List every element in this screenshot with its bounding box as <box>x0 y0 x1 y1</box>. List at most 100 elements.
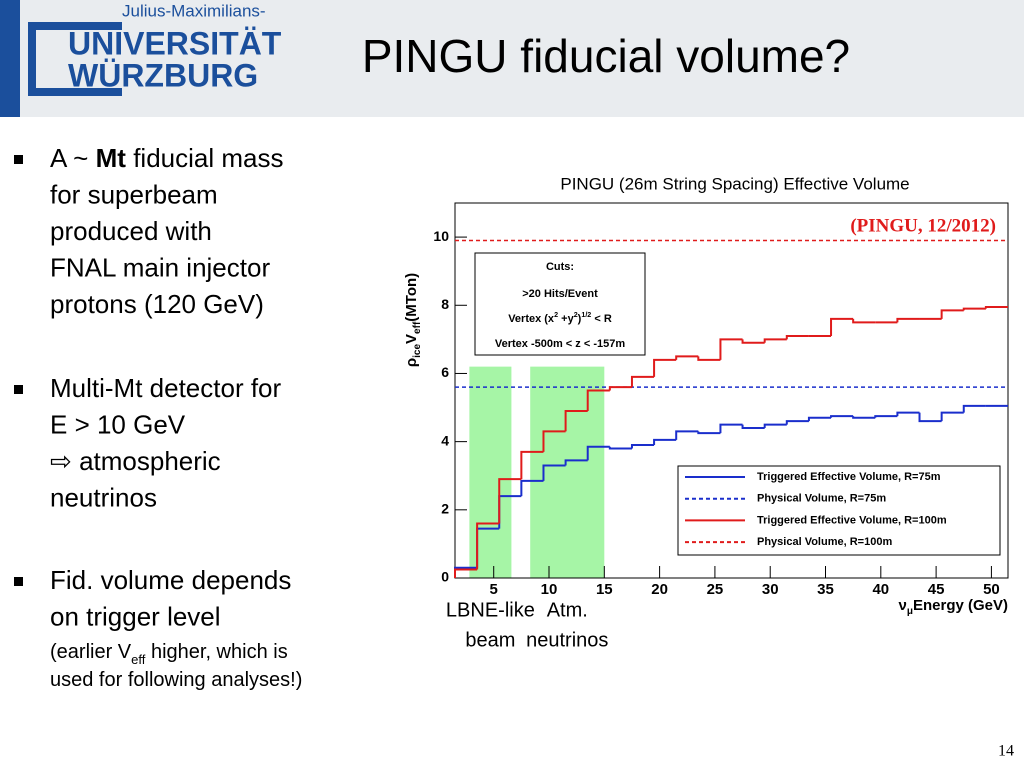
highlight-band <box>530 366 605 578</box>
text-line: Fid. volume depends <box>50 565 291 595</box>
text-run: ⇨ <box>50 446 72 476</box>
x-tick-label: 25 <box>707 581 724 598</box>
histogram-step <box>520 479 544 497</box>
superscript: 1/2 <box>581 311 591 319</box>
x-tick-label: 5 <box>490 581 498 598</box>
subscript: eff <box>412 321 423 334</box>
histogram-step <box>586 445 610 461</box>
histogram-step <box>962 404 986 413</box>
histogram-step <box>807 416 832 422</box>
histogram-step <box>630 444 655 449</box>
text-run: Vertex -500m < z < -157m <box>495 338 625 350</box>
text-run: produced with <box>50 216 212 246</box>
histogram-step <box>830 415 854 418</box>
text-run: ) <box>578 313 582 325</box>
y-axis-label: ρiceVeff(MTon) <box>403 273 423 367</box>
text-line: produced with <box>50 216 212 246</box>
x-tick-label: 40 <box>872 581 889 598</box>
histogram-step <box>874 415 898 418</box>
x-tick-label: 30 <box>762 581 779 598</box>
band-label: Atm. <box>547 599 588 621</box>
histogram-step <box>741 339 765 344</box>
histogram-step <box>564 409 588 432</box>
bullet-marker <box>14 155 23 164</box>
text-line: FNAL main injector <box>50 252 270 282</box>
text-run: E > 10 GeV <box>50 409 186 439</box>
text-run: < R <box>594 313 611 325</box>
text-line: E > 10 GeV <box>50 409 186 439</box>
histogram-step <box>962 307 986 311</box>
histogram-step <box>542 464 566 481</box>
x-tick-label: 15 <box>596 581 613 598</box>
text-run: atmospheric <box>79 446 221 476</box>
histogram-step <box>763 423 787 428</box>
histogram-step <box>852 416 876 419</box>
histogram-step <box>608 386 632 391</box>
histogram-step <box>719 423 743 434</box>
subscript: ice <box>412 344 423 358</box>
text-run: +y <box>561 313 574 325</box>
logo-bracket <box>28 22 122 96</box>
text-run: fiducial mass <box>133 143 283 173</box>
plot-frame <box>454 202 1009 579</box>
histogram-step <box>454 568 478 578</box>
slide-title: PINGU fiducial volume? <box>362 30 850 82</box>
annotation: (PINGU, 12/2012) <box>850 215 996 236</box>
text-run: on trigger level <box>50 601 221 631</box>
text-line: ⇨ atmospheric <box>50 446 221 476</box>
text-line: neutrinos <box>50 482 157 512</box>
text-run: A ~ <box>50 143 88 173</box>
y-tick-label: 2 <box>441 501 449 517</box>
superscript: 2 <box>574 311 578 319</box>
text-run: neutrinos <box>50 482 157 512</box>
histogram-step <box>741 424 765 429</box>
band-label: neutrinos <box>526 629 608 651</box>
x-tick-label: 45 <box>928 581 945 598</box>
histogram-step <box>675 430 699 440</box>
highlight-band <box>469 366 512 578</box>
histogram-step <box>697 431 721 435</box>
histogram-step <box>498 478 522 524</box>
chart: LBNE-like beam Atm. neutrinos PINGU (26m Str… <box>403 174 1009 651</box>
legend-label: Triggered Effective Volume, R=75m <box>757 471 941 483</box>
histogram-step <box>520 450 544 480</box>
text-line: >20 Hits/Event <box>522 288 598 300</box>
legend-label: Physical Volume, R=75m <box>757 493 886 505</box>
x-axis-label: νμEnergy (GeV) <box>899 597 1009 617</box>
histogram-step <box>675 355 699 360</box>
text-line: Vertex (x2 +y2)1/2 < R <box>508 311 612 325</box>
text-run: Vertex (x <box>508 313 555 325</box>
bullet-list: A ~ Mt fiducial mass for superbeam produced … <box>14 143 302 691</box>
y-tick-label: 0 <box>441 569 449 585</box>
histogram-step <box>653 358 677 377</box>
text-run: V <box>403 334 420 344</box>
bullet-marker <box>14 577 23 586</box>
text-line: used for following analyses!) <box>50 669 302 691</box>
text-run: used for following analyses!) <box>50 669 302 691</box>
histogram-step <box>785 420 809 425</box>
bullet-marker <box>14 385 23 394</box>
text-line: on trigger level <box>50 601 221 631</box>
legend-box <box>677 465 1001 556</box>
histogram-step <box>719 338 743 360</box>
superscript: 2 <box>554 311 558 319</box>
x-tick-label: 20 <box>651 581 668 598</box>
y-tick-label: 6 <box>441 364 449 380</box>
histogram-step <box>984 305 1008 309</box>
text-line: A ~ Mt fiducial mass <box>50 143 283 173</box>
text-run: (MTon) <box>403 273 420 322</box>
chart-title: PINGU (26m String Spacing) Effective Vol… <box>560 174 909 193</box>
x-tick-label: 10 <box>541 581 558 598</box>
header-band <box>0 0 1024 117</box>
histogram-step <box>608 446 632 450</box>
text-run: FNAL main injector <box>50 252 270 282</box>
x-tick-label: 35 <box>817 581 834 598</box>
text-run: for superbeam <box>50 179 218 209</box>
text-run: protons (120 GeV) <box>50 289 264 319</box>
y-tick-label: 10 <box>433 228 449 244</box>
x-tick-label: 50 <box>983 581 1000 598</box>
band-label: beam <box>465 629 515 651</box>
legend-label: Triggered Effective Volume, R=100m <box>757 514 947 526</box>
histogram-step <box>763 338 787 343</box>
histogram-step <box>830 317 854 336</box>
